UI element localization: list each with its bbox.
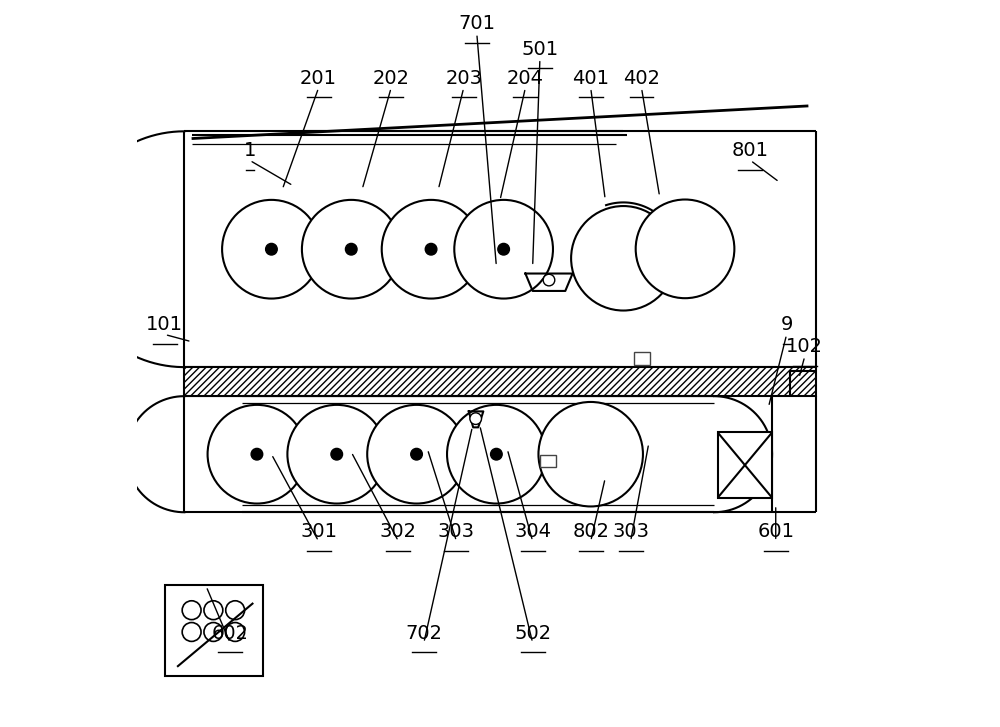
Text: 601: 601 [757, 522, 794, 542]
Bar [165, 585, 263, 675]
Text: 202: 202 [373, 69, 410, 88]
Circle shape [498, 244, 509, 255]
Bar [718, 433, 772, 498]
Text: 701: 701 [458, 15, 495, 33]
Text: 102: 102 [786, 337, 823, 356]
Text: 304: 304 [514, 522, 551, 542]
Text: 9: 9 [780, 316, 793, 334]
Circle shape [266, 244, 277, 255]
Circle shape [226, 622, 245, 641]
Text: 802: 802 [572, 522, 609, 542]
Text: 301: 301 [300, 522, 337, 542]
Circle shape [287, 405, 386, 504]
Text: 702: 702 [405, 624, 442, 643]
Text: 201: 201 [300, 69, 337, 88]
Circle shape [222, 200, 321, 299]
Circle shape [302, 200, 401, 299]
Circle shape [543, 274, 555, 286]
Text: 602: 602 [212, 624, 249, 643]
Text: 801: 801 [732, 141, 769, 161]
Text: 1: 1 [243, 141, 256, 161]
Circle shape [367, 405, 466, 504]
Bar [184, 367, 816, 396]
Circle shape [182, 601, 201, 619]
Text: 302: 302 [380, 522, 417, 542]
Text: 101: 101 [146, 316, 183, 334]
Bar [634, 352, 650, 365]
Text: 502: 502 [514, 624, 551, 643]
Text: 402: 402 [623, 69, 660, 88]
Text: 203: 203 [445, 69, 482, 88]
Circle shape [571, 206, 676, 310]
Circle shape [204, 622, 223, 641]
Circle shape [226, 601, 245, 619]
Text: 401: 401 [572, 69, 609, 88]
Circle shape [345, 244, 357, 255]
Circle shape [251, 449, 263, 460]
Circle shape [382, 200, 480, 299]
Circle shape [182, 622, 201, 641]
Circle shape [411, 449, 422, 460]
Text: 303: 303 [438, 522, 475, 542]
Circle shape [425, 244, 437, 255]
Circle shape [491, 449, 502, 460]
Circle shape [538, 402, 643, 507]
Circle shape [208, 405, 306, 504]
Circle shape [454, 200, 553, 299]
Circle shape [331, 449, 343, 460]
Text: 204: 204 [507, 69, 544, 88]
Circle shape [636, 199, 734, 298]
Bar [540, 455, 556, 467]
Circle shape [470, 413, 481, 425]
Circle shape [447, 405, 546, 504]
Text: 501: 501 [521, 40, 558, 59]
Circle shape [204, 601, 223, 619]
Text: 303: 303 [612, 522, 649, 542]
